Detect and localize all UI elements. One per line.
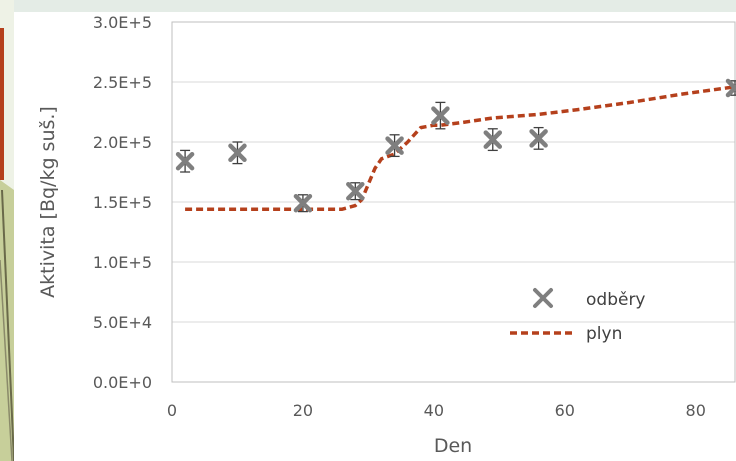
data-point	[228, 141, 247, 165]
series-plyn	[185, 85, 736, 211]
series-odbery	[175, 78, 736, 213]
legend: odběry plyn	[510, 288, 646, 344]
y-tick-label: 3.0E+5	[93, 13, 152, 32]
data-point	[529, 126, 548, 150]
y-tick-label: 2.0E+5	[93, 133, 152, 152]
data-point	[175, 149, 195, 173]
y-tick-label: 0.0E+0	[93, 373, 152, 392]
legend-label-odbery: odběry	[586, 290, 646, 310]
y-tick-label: 1.0E+5	[93, 253, 152, 272]
x-axis-title: Den	[434, 435, 472, 457]
legend-label-plyn: plyn	[586, 324, 622, 344]
data-point	[725, 78, 736, 98]
data-point	[431, 101, 450, 130]
x-tick-label: 20	[293, 401, 313, 420]
x-tick-label: 60	[555, 401, 575, 420]
data-point	[293, 193, 313, 213]
x-axis-ticks: 0 20 40 60 80	[167, 401, 706, 420]
data-point	[483, 128, 503, 152]
gridlines	[172, 81, 735, 323]
plyn-line	[185, 85, 736, 211]
top-band	[0, 0, 736, 12]
y-tick-label: 2.5E+5	[93, 73, 152, 92]
plot-area	[171, 21, 736, 383]
decorative-left-border	[0, 0, 14, 461]
data-point	[385, 134, 404, 158]
y-tick-label: 5.0E+4	[93, 313, 152, 332]
x-tick-label: 40	[424, 401, 444, 420]
data-point	[346, 181, 365, 201]
x-tick-label: 80	[686, 401, 706, 420]
x-tick-label: 0	[167, 401, 177, 420]
y-axis-title: Aktivita [Bq/kg suš.]	[37, 106, 59, 298]
legend-marker-odbery-icon	[533, 288, 553, 308]
y-tick-label: 1.5E+5	[93, 193, 152, 212]
y-axis-ticks: 0.0E+0 5.0E+4 1.0E+5 1.5E+5 2.0E+5 2.5E+5 3.0E…	[93, 13, 152, 392]
